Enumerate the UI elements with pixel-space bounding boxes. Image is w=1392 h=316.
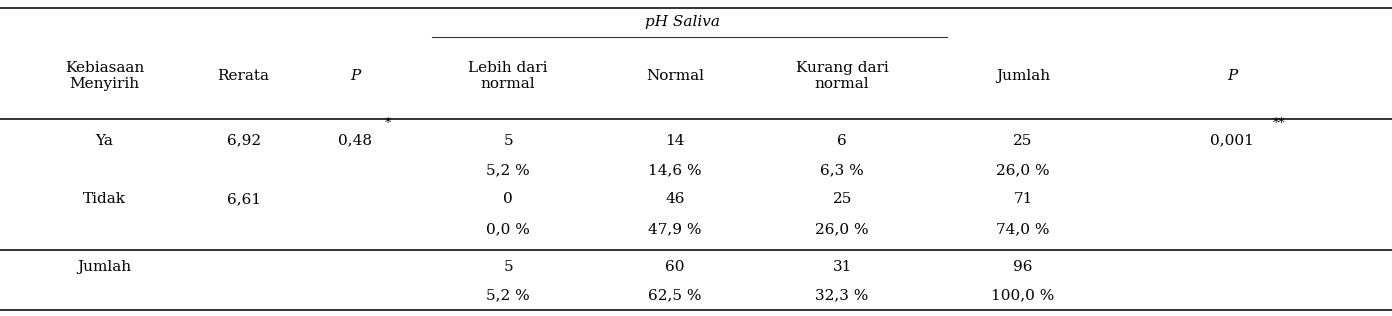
Text: 74,0 %: 74,0 % (997, 222, 1050, 236)
Text: 6,61: 6,61 (227, 192, 260, 206)
Text: Ya: Ya (96, 134, 113, 148)
Text: Normal: Normal (646, 69, 704, 83)
Text: 6: 6 (837, 134, 848, 148)
Text: 96: 96 (1013, 260, 1033, 274)
Text: Rerata: Rerata (217, 69, 270, 83)
Text: 14: 14 (665, 134, 685, 148)
Text: 46: 46 (665, 192, 685, 206)
Text: 5,2 %: 5,2 % (486, 164, 530, 178)
Text: 25: 25 (832, 192, 852, 206)
Text: 0,001: 0,001 (1210, 134, 1254, 148)
Text: 6,92: 6,92 (227, 134, 260, 148)
Text: **: ** (1274, 117, 1285, 130)
Text: P: P (349, 69, 361, 83)
Text: 71: 71 (1013, 192, 1033, 206)
Text: 5: 5 (504, 260, 512, 274)
Text: 32,3 %: 32,3 % (816, 289, 869, 302)
Text: 60: 60 (665, 260, 685, 274)
Text: pH Saliva: pH Saliva (644, 15, 720, 29)
Text: Kebiasaan
Menyirih: Kebiasaan Menyirih (65, 61, 143, 91)
Text: Lebih dari
normal: Lebih dari normal (468, 61, 548, 91)
Text: 0,0 %: 0,0 % (486, 222, 530, 236)
Text: Kurang dari
normal: Kurang dari normal (796, 61, 888, 91)
Text: P: P (1226, 69, 1237, 83)
Text: 62,5 %: 62,5 % (649, 289, 702, 302)
Text: 26,0 %: 26,0 % (997, 164, 1050, 178)
Text: 0: 0 (503, 192, 514, 206)
Text: Tidak: Tidak (84, 192, 125, 206)
Text: 5: 5 (504, 134, 512, 148)
Text: 0,48: 0,48 (338, 134, 372, 148)
Text: 14,6 %: 14,6 % (649, 164, 702, 178)
Text: 26,0 %: 26,0 % (816, 222, 869, 236)
Text: 100,0 %: 100,0 % (991, 289, 1055, 302)
Text: 25: 25 (1013, 134, 1033, 148)
Text: 6,3 %: 6,3 % (820, 164, 864, 178)
Text: 31: 31 (832, 260, 852, 274)
Text: *: * (386, 117, 391, 130)
Text: 47,9 %: 47,9 % (649, 222, 702, 236)
Text: Jumlah: Jumlah (997, 69, 1050, 83)
Text: Jumlah: Jumlah (78, 260, 131, 274)
Text: 5,2 %: 5,2 % (486, 289, 530, 302)
